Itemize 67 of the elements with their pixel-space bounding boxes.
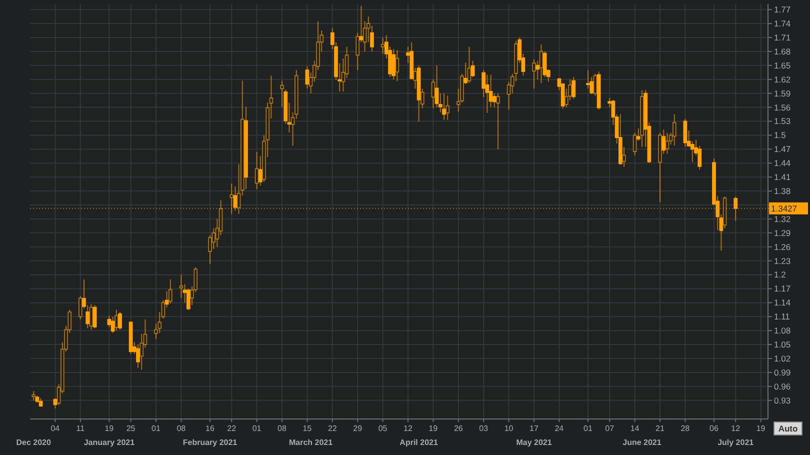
- x2-tick-label: January 2021: [84, 438, 136, 447]
- x-tick-label: 01: [584, 424, 593, 433]
- y-tick-label: 1.08: [774, 326, 791, 336]
- y-tick-label: 1.59: [774, 88, 791, 98]
- y-tick-label: 0.93: [774, 395, 791, 406]
- y-tick-label: 1.53: [774, 116, 791, 126]
- y-tick-label: 0.96: [774, 381, 791, 392]
- x2-tick-label: February 2021: [182, 438, 238, 447]
- x-tick-label: 06: [710, 424, 719, 433]
- x2-tick-label: July 2021: [718, 438, 754, 447]
- x-tick-label: 16: [206, 424, 215, 433]
- ref-line-label: 1.3427: [771, 203, 798, 214]
- x-tick-label: 29: [353, 424, 363, 433]
- y-tick-label: 1.77: [774, 4, 791, 15]
- x-tick-label: 01: [252, 424, 262, 433]
- x-tick-label: 12: [731, 424, 741, 433]
- y-tick-label: 1.32: [774, 214, 791, 224]
- x-tick-label: 15: [302, 424, 312, 433]
- y-tick-label: 1.2: [774, 270, 786, 280]
- x2-tick-label: April 2021: [400, 438, 438, 447]
- y-tick-label: 1.56: [774, 102, 791, 112]
- x-tick-label: 11: [76, 424, 86, 433]
- x2-tick-label: March 2021: [289, 438, 334, 447]
- x-tick-label: 22: [328, 424, 338, 433]
- y-tick-label: 1.62: [774, 74, 791, 84]
- y-tick-label: 1.5: [774, 130, 786, 140]
- y-tick-label: 0.99: [774, 367, 791, 378]
- y-tick-label: 1.71: [774, 32, 791, 42]
- x-tick-label: 25: [126, 424, 136, 433]
- x-tick-label: 01: [152, 424, 161, 433]
- x-tick-label: 19: [428, 424, 438, 433]
- y-tick-label: 1.14: [774, 298, 791, 308]
- y-tick-label: 1.47: [774, 144, 791, 154]
- y-tick-label: 1.38: [774, 186, 791, 196]
- x-tick-label: 14: [630, 424, 640, 433]
- x-tick-label: 12: [404, 424, 413, 433]
- x-tick-label: 19: [756, 424, 766, 433]
- x-tick-label: 08: [278, 424, 287, 433]
- y-tick-label: 1.26: [774, 242, 791, 252]
- y-tick-label: 1.17: [774, 284, 791, 294]
- x2-tick-label: Dec 2020: [16, 438, 52, 447]
- x2-tick-label: June 2021: [622, 438, 662, 447]
- y-tick-label: 1.41: [774, 172, 791, 182]
- x-tick-label: 21: [656, 424, 665, 433]
- y-tick-label: 1.23: [774, 256, 791, 266]
- x-tick-label: 04: [50, 424, 60, 433]
- y-tick-label: 1.11: [774, 312, 790, 322]
- x-tick-label: 22: [227, 424, 237, 433]
- y-tick-label: 1.65: [774, 60, 791, 70]
- y-tick-label: 1.29: [774, 228, 791, 238]
- x-tick-label: 28: [680, 424, 690, 433]
- x-tick-label: 03: [479, 424, 489, 433]
- y-tick-label: 1.68: [774, 46, 791, 56]
- y-tick-label: 1.02: [774, 353, 791, 364]
- y-tick-label: 1.74: [774, 18, 791, 29]
- x-tick-label: 19: [104, 424, 114, 433]
- x-tick-label: 26: [454, 424, 464, 433]
- y-tick-label: 1.05: [774, 340, 791, 350]
- x-tick-label: 17: [530, 424, 539, 433]
- y-tick-label: 1.44: [774, 158, 791, 168]
- x-tick-label: 05: [378, 424, 388, 433]
- x-tick-label: 10: [504, 424, 514, 433]
- x-tick-label: 08: [176, 424, 186, 433]
- text: Auto: [778, 424, 798, 434]
- x-tick-label: 07: [605, 424, 615, 433]
- x2-tick-label: May 2021: [516, 438, 552, 447]
- x-tick-label: 24: [554, 424, 564, 433]
